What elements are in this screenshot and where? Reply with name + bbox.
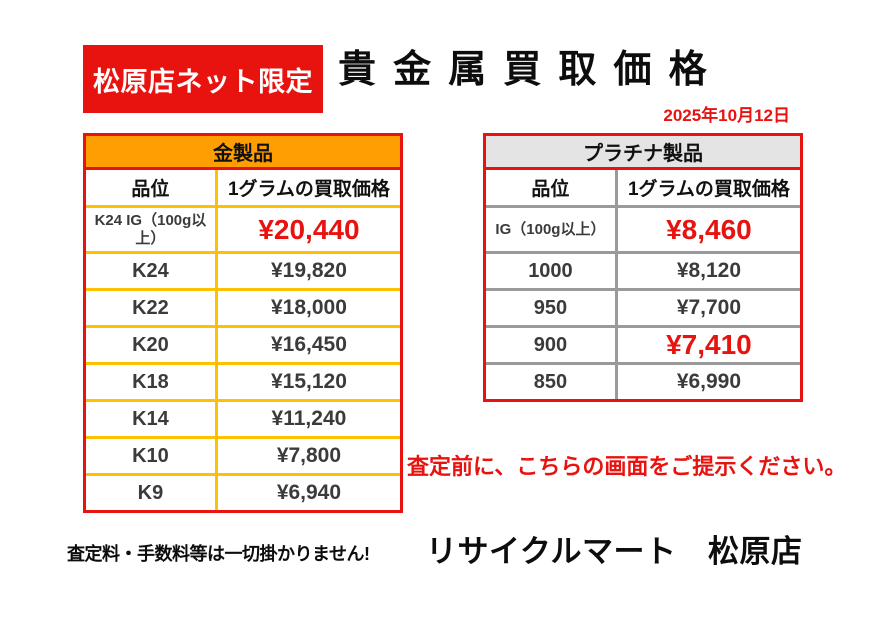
column-header-grade: 品位: [86, 170, 218, 205]
price-cell: ¥16,450: [270, 333, 347, 356]
store-limited-badge: 松原店ネット限定: [83, 45, 323, 113]
table-row: K10 ¥7,800: [86, 436, 400, 473]
grade-cell: K24: [86, 254, 218, 288]
grade-cell: 900: [486, 328, 618, 362]
gold-table-title: 金製品: [86, 136, 400, 170]
price-cell: ¥15,120: [270, 370, 347, 393]
platinum-price-table: プラチナ製品 品位 1グラムの買取価格 IG（100g以上） ¥8,460 10…: [483, 133, 803, 402]
table-row: K22 ¥18,000: [86, 288, 400, 325]
grade-cell: 950: [486, 291, 618, 325]
grade-cell: K24 IG（100g以上）: [86, 208, 218, 251]
price-date: 2025年10月12日: [663, 106, 790, 125]
price-cell: ¥8,460: [666, 213, 752, 245]
table-row: K14 ¥11,240: [86, 399, 400, 436]
grade-cell: K14: [86, 402, 218, 436]
price-cell: ¥19,820: [270, 259, 347, 282]
column-header-grade: 品位: [486, 170, 618, 205]
price-cell: ¥6,940: [276, 481, 342, 504]
gold-table-column-headers: 品位 1グラムの買取価格: [86, 170, 400, 205]
grade-cell: K9: [86, 476, 218, 510]
column-header-price: 1グラムの買取価格: [627, 179, 790, 200]
grade-cell: 850: [486, 365, 618, 399]
platinum-table-title: プラチナ製品: [486, 136, 800, 170]
column-header-price: 1グラムの買取価格: [227, 179, 390, 200]
table-row: 850 ¥6,990: [486, 362, 800, 399]
page-title: 貴金属買取価格: [338, 49, 724, 91]
pre-appraisal-notice: 査定前に、こちらの画面をご提示ください。: [407, 454, 847, 479]
table-row: 900 ¥7,410: [486, 325, 800, 362]
table-row: K20 ¥16,450: [86, 325, 400, 362]
table-row: K18 ¥15,120: [86, 362, 400, 399]
no-fee-disclaimer: 査定料・手数料等は一切掛かりません!: [67, 544, 370, 564]
price-cell: ¥18,000: [270, 296, 347, 319]
grade-cell: K20: [86, 328, 218, 362]
table-row: 1000 ¥8,120: [486, 251, 800, 288]
grade-cell: K18: [86, 365, 218, 399]
table-row: IG（100g以上） ¥8,460: [486, 205, 800, 251]
grade-cell: 1000: [486, 254, 618, 288]
store-name: リサイクルマート 松原店: [426, 534, 803, 569]
price-cell: ¥7,800: [276, 444, 342, 467]
table-row: K9 ¥6,940: [86, 473, 400, 510]
price-cell: ¥7,700: [676, 296, 742, 319]
platinum-table-column-headers: 品位 1グラムの買取価格: [486, 170, 800, 205]
grade-cell: K10: [86, 439, 218, 473]
price-cell: ¥6,990: [676, 370, 742, 393]
gold-price-table: 金製品 品位 1グラムの買取価格 K24 IG（100g以上） ¥20,440 …: [83, 133, 403, 513]
price-cell: ¥11,240: [271, 407, 347, 430]
table-row: K24 IG（100g以上） ¥20,440: [86, 205, 400, 251]
price-cell: ¥7,410: [666, 329, 752, 360]
table-row: 950 ¥7,700: [486, 288, 800, 325]
table-row: K24 ¥19,820: [86, 251, 400, 288]
price-cell: ¥20,440: [258, 213, 360, 245]
price-cell: ¥8,120: [676, 259, 742, 282]
grade-cell: IG（100g以上）: [486, 208, 618, 251]
grade-cell: K22: [86, 291, 218, 325]
